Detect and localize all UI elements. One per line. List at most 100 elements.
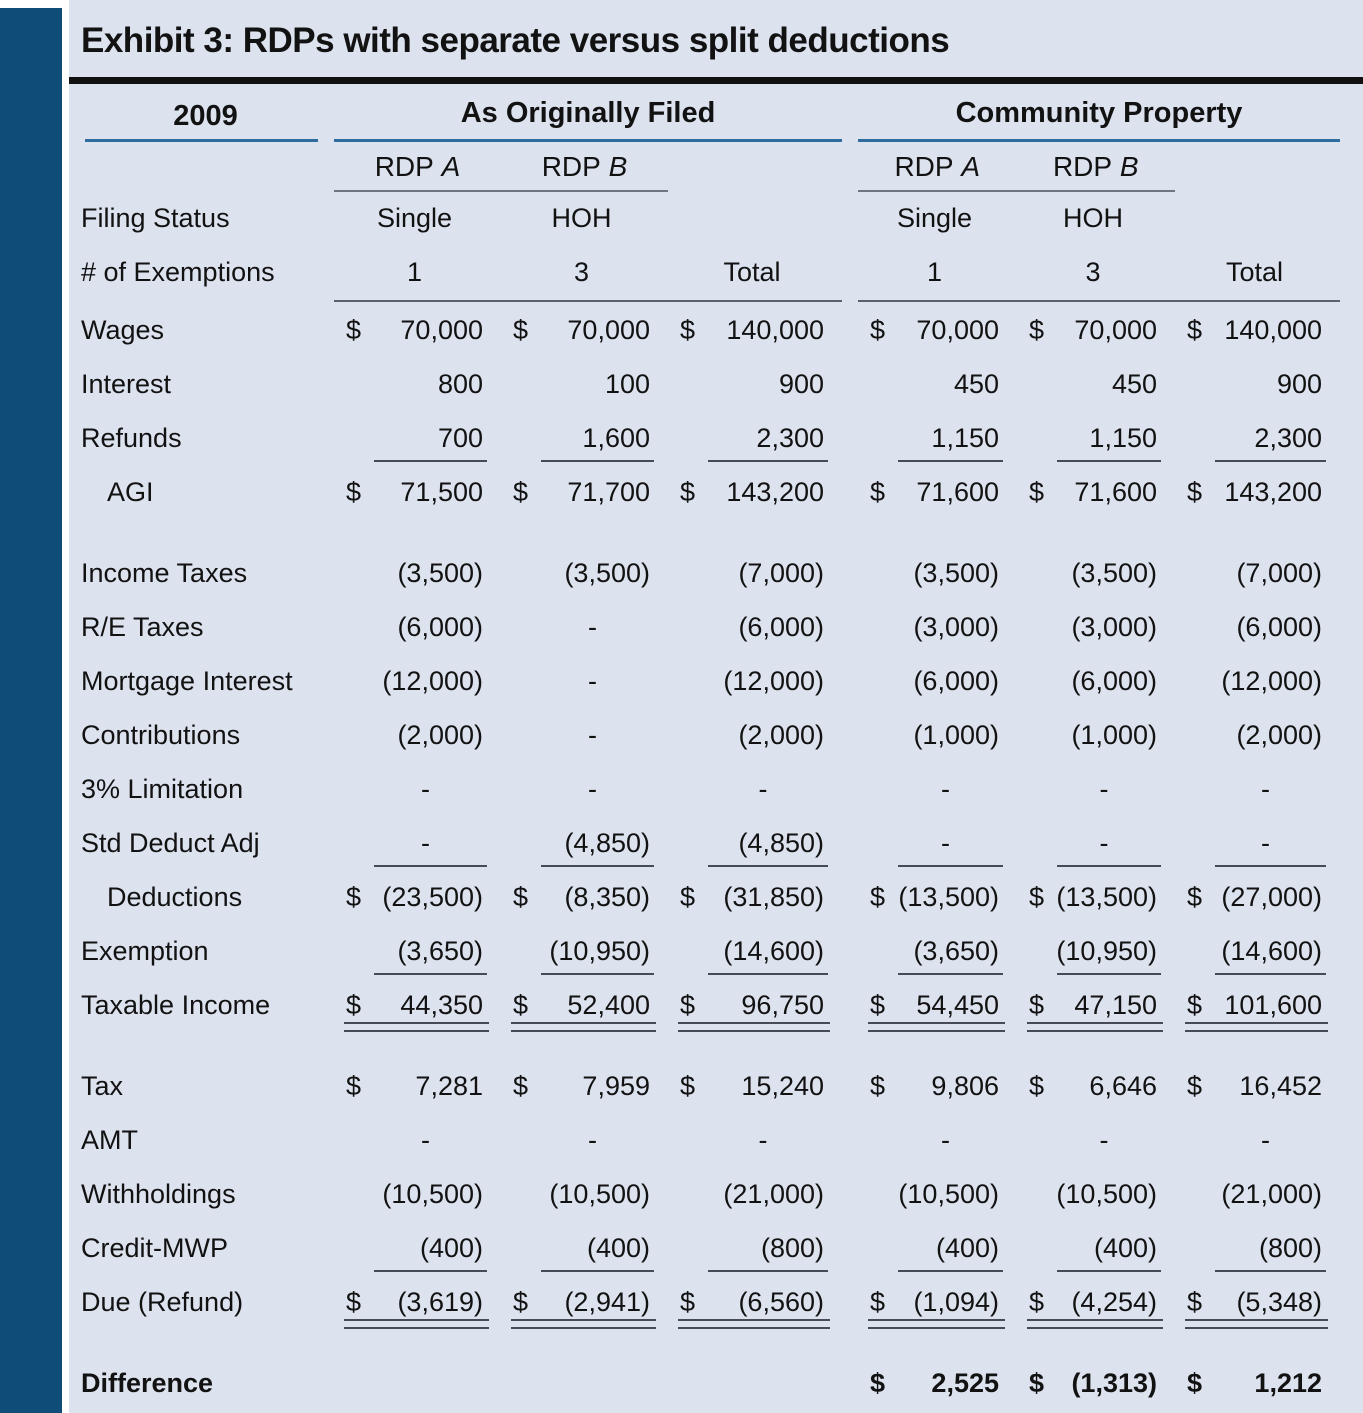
cell: Total — [668, 246, 842, 300]
cell: 900 — [668, 358, 842, 412]
cell-value: (6,000) — [397, 612, 483, 642]
cell-value: - — [588, 666, 597, 696]
cell: - — [501, 763, 668, 817]
rdp-b-header: RDP B — [541, 150, 628, 182]
cell-value: (12,000) — [723, 666, 824, 696]
cell-value: - — [941, 774, 950, 804]
cell: $96,750 — [668, 979, 842, 1033]
cell-value: 143,200 — [1224, 477, 1322, 507]
cell: $54,450 — [858, 979, 1017, 1033]
cell-value: (10,950) — [549, 936, 650, 966]
cell: $ (2,941) — [501, 1276, 668, 1330]
cell-value: 101,600 — [1224, 990, 1322, 1020]
currency-symbol: $ — [1187, 477, 1203, 507]
cell-value: 70,000 — [1074, 315, 1157, 345]
cell-value: - — [1099, 828, 1109, 858]
cell-value: 1 — [926, 257, 943, 287]
cell-value: 54,450 — [916, 990, 999, 1020]
cell-value: (10,500) — [549, 1179, 650, 1209]
cell-value: 96,750 — [741, 990, 824, 1020]
cell: (400) — [1017, 1222, 1175, 1276]
cell: (7,000) — [668, 547, 842, 601]
rdp-b-header: RDP B — [1052, 150, 1139, 182]
cell: $140,000 — [1175, 304, 1340, 358]
cell-value: 800 — [437, 369, 483, 399]
table-row: 3% Limitation - - - - - - — [77, 763, 1340, 817]
table-row: Difference $2,525 $ (1,313) $1,212 — [77, 1357, 1340, 1411]
cell-value: (3,000) — [1071, 612, 1157, 642]
cell-value: - — [1261, 774, 1270, 804]
cell-value: 47,150 — [1074, 990, 1157, 1020]
table-row: Taxable Income $44,350 $52,400 $96,750 $54,4… — [77, 979, 1340, 1033]
cell: $ (27,000) — [1175, 871, 1340, 925]
cell: HOH — [1017, 192, 1175, 246]
cell-value: 3 — [573, 257, 590, 287]
cell-value: 1,150 — [931, 423, 999, 453]
cell: $70,000 — [501, 304, 668, 358]
currency-symbol: $ — [1029, 1287, 1045, 1317]
cell-value: Total — [723, 257, 781, 287]
cell: 700 — [334, 412, 501, 466]
cell-value: (13,500) — [898, 882, 999, 912]
cell-value: (6,000) — [1071, 666, 1157, 696]
row-label: # of Exemptions — [81, 257, 275, 287]
cell-value: - — [1099, 774, 1109, 804]
cell-value: (400) — [935, 1233, 999, 1263]
cell-value: 2,300 — [756, 423, 824, 453]
cell: (400) — [334, 1222, 501, 1276]
cell: - — [668, 763, 842, 817]
cell-value: (3,500) — [397, 558, 483, 588]
cell: (21,000) — [668, 1168, 842, 1222]
row-label: Difference — [81, 1368, 214, 1398]
cell-value: (6,560) — [738, 1287, 824, 1317]
cell-value: 16,452 — [1239, 1071, 1322, 1101]
cell-value: 71,600 — [1074, 477, 1157, 507]
cell-value: - — [941, 1125, 950, 1155]
cell: (4,850) — [501, 817, 668, 871]
table-row: Income Taxes (3,500) (3,500) (7,000) (3,500)… — [77, 547, 1340, 601]
cell: (1,000) — [858, 709, 1017, 763]
rdp-a-header: RDP A — [894, 150, 981, 182]
row-label: Interest — [81, 369, 172, 399]
cell: - — [1017, 1114, 1175, 1168]
cell: Single — [858, 192, 1017, 246]
currency-symbol: $ — [1187, 1287, 1203, 1317]
cell-value: - — [1099, 1125, 1109, 1155]
cell: - — [1175, 1114, 1340, 1168]
cell-value: 71,600 — [916, 477, 999, 507]
cell-value: (31,850) — [723, 882, 824, 912]
cell-value: 1,150 — [1089, 423, 1157, 453]
table-header-row-rdp: RDP A RDP B RDP A RDP B — [77, 142, 1340, 192]
cell: (6,000) — [334, 601, 501, 655]
cell: $ (1,313) — [1017, 1357, 1175, 1411]
cell: (7,000) — [1175, 547, 1340, 601]
table-row: Exemption (3,650) (10,950) (14,600) (3,650) (… — [77, 925, 1340, 979]
exhibit-table: 2009 As Originally Filed Community Prope… — [77, 86, 1340, 1411]
group-header-as-originally-filed: As Originally Filed — [334, 97, 842, 142]
accent-bar-top-notch — [0, 0, 62, 8]
cell-value: 3 — [1085, 257, 1101, 287]
cell: - — [858, 817, 1017, 871]
accent-bar-divider — [62, 0, 69, 1413]
cell-value: 450 — [953, 369, 999, 399]
cell-value: - — [588, 720, 597, 750]
cell-value: (1,094) — [913, 1287, 999, 1317]
cell: (800) — [668, 1222, 842, 1276]
cell: $16,452 — [1175, 1060, 1340, 1114]
cell: (10,500) — [1017, 1168, 1175, 1222]
currency-symbol: $ — [870, 882, 886, 912]
cell-value: - — [421, 774, 430, 804]
cell-value: (14,600) — [723, 936, 824, 966]
cell: (3,000) — [1017, 601, 1175, 655]
cell: 1 — [858, 246, 1017, 300]
cell: (12,000) — [1175, 655, 1340, 709]
cell: - — [501, 601, 668, 655]
cell: - — [501, 655, 668, 709]
currency-symbol: $ — [346, 477, 362, 507]
cell: $70,000 — [858, 304, 1017, 358]
currency-symbol: $ — [870, 1287, 886, 1317]
cell-value: (400) — [1093, 1233, 1157, 1263]
cell-value: (6,000) — [1236, 612, 1322, 642]
cell-value: HOH — [551, 203, 612, 233]
cell-value: (3,500) — [1071, 558, 1157, 588]
